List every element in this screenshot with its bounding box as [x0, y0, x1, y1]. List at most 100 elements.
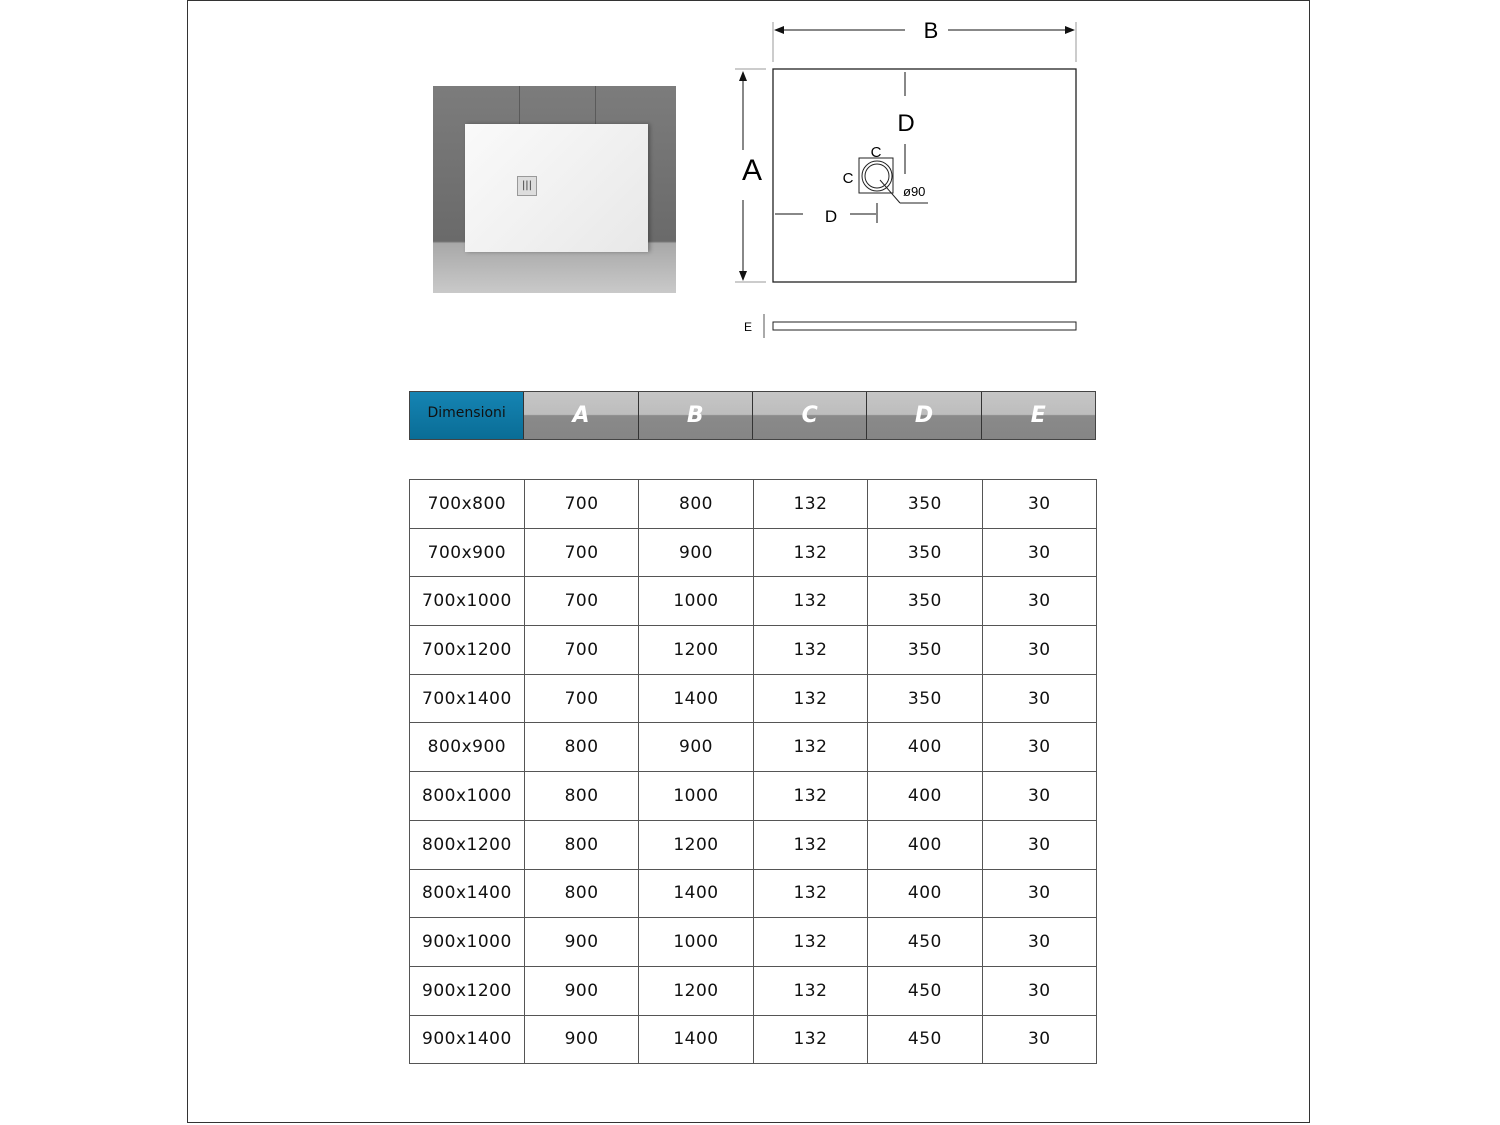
- table-cell: 900: [638, 722, 754, 773]
- header-b: B: [637, 392, 752, 439]
- table-cell: 800: [638, 479, 754, 529]
- table-row: 700x800 700 800 132 350 30: [409, 479, 1098, 529]
- table-cell: 132: [752, 673, 869, 724]
- table-row: 900x1400 900 1400 132 450 30: [409, 1014, 1098, 1065]
- table-cell: 1400: [638, 673, 754, 724]
- table-cell: 700x1400: [409, 673, 525, 724]
- table-cell: 450: [867, 965, 983, 1016]
- table-cell: 30: [981, 722, 1098, 773]
- table-cell: 700x800: [409, 479, 525, 529]
- table-cell: 1400: [638, 1014, 754, 1065]
- table-cell: 1200: [638, 625, 754, 675]
- table-row: 700x900 700 900 132 350 30: [409, 527, 1098, 578]
- label-b: B: [924, 18, 939, 43]
- table-cell: 132: [752, 576, 869, 627]
- label-c-top: C: [871, 144, 882, 161]
- table-cell: 30: [981, 917, 1098, 967]
- table-cell: 30: [981, 771, 1098, 821]
- table-cell: 400: [867, 722, 983, 773]
- label-e: E: [744, 320, 752, 334]
- header-d: D: [866, 392, 981, 439]
- label-c-side: C: [843, 170, 854, 187]
- table-cell: 1200: [638, 819, 754, 870]
- table-cell: 700: [523, 527, 640, 578]
- table-cell: 350: [867, 527, 983, 578]
- frame-border: [187, 0, 1310, 1123]
- table-cell: 1000: [638, 771, 754, 821]
- dimensions-table: 700x800 700 800 132 350 30 700x900 700 900 132 350…: [409, 479, 1098, 1065]
- table-cell: 132: [752, 479, 869, 529]
- table-cell: 900x1200: [409, 965, 525, 1016]
- table-cell: 800: [523, 771, 640, 821]
- table-cell: 800: [523, 819, 640, 870]
- table-cell: 30: [981, 625, 1098, 675]
- table-cell: 350: [867, 625, 983, 675]
- table-cell: 132: [752, 722, 869, 773]
- table-cell: 400: [867, 771, 983, 821]
- table-row: 700x1000 700 1000 132 350 30: [409, 576, 1098, 627]
- table-cell: 350: [867, 673, 983, 724]
- table-cell: 400: [867, 819, 983, 870]
- tray-side-profile: [772, 321, 1077, 331]
- table-cell: 132: [752, 965, 869, 1016]
- table-cell: 700x1000: [409, 576, 525, 627]
- table-cell: 700: [523, 673, 640, 724]
- table-cell: 30: [981, 819, 1098, 870]
- table-cell: 900: [523, 917, 640, 967]
- table-cell: 132: [752, 819, 869, 870]
- table-row: 900x1200 900 1200 132 450 30: [409, 965, 1098, 1016]
- table-cell: 450: [867, 917, 983, 967]
- table-cell: 132: [752, 771, 869, 821]
- table-cell: 900x1000: [409, 917, 525, 967]
- table-cell: 350: [867, 576, 983, 627]
- table-cell: 450: [867, 1014, 983, 1065]
- table-cell: 800x900: [409, 722, 525, 773]
- label-d-horizontal: D: [825, 207, 837, 226]
- table-row: 700x1400 700 1400 132 350 30: [409, 673, 1098, 724]
- header-c: C: [751, 392, 867, 439]
- table-cell: 350: [867, 479, 983, 529]
- label-a: A: [742, 154, 762, 187]
- table-cell: 700: [523, 576, 640, 627]
- tray-outline: [772, 68, 1077, 283]
- table-cell: 132: [752, 527, 869, 578]
- table-cell: 900x1400: [409, 1014, 525, 1065]
- table-cell: 800x1000: [409, 771, 525, 821]
- table-cell: 900: [523, 1014, 640, 1065]
- table-cell: 30: [981, 868, 1098, 919]
- table-cell: 30: [981, 673, 1098, 724]
- table-cell: 132: [752, 1014, 869, 1065]
- table-cell: 800x1200: [409, 819, 525, 870]
- table-cell: 900: [638, 527, 754, 578]
- header-e: E: [980, 392, 1095, 439]
- table-cell: 700x1200: [409, 625, 525, 675]
- shower-tray-image: |||: [465, 124, 648, 252]
- table-cell: 800: [523, 722, 640, 773]
- technical-drawing: B A D ø90 C C D E: [735, 18, 1077, 338]
- label-diameter: ø90: [903, 184, 925, 199]
- table-cell: 132: [752, 625, 869, 675]
- table-cell: 1200: [638, 965, 754, 1016]
- table-cell: 700x900: [409, 527, 525, 578]
- table-row: 800x900 800 900 132 400 30: [409, 722, 1098, 773]
- table-header: Dimensioni A B C D E: [409, 391, 1096, 440]
- table-cell: 30: [981, 965, 1098, 1016]
- table-row: 800x1400 800 1400 132 400 30: [409, 868, 1098, 919]
- header-a: A: [523, 392, 638, 439]
- table-cell: 30: [981, 479, 1098, 529]
- table-row: 900x1000 900 1000 132 450 30: [409, 917, 1098, 967]
- table-cell: 30: [981, 576, 1098, 627]
- table-row: 700x1200 700 1200 132 350 30: [409, 625, 1098, 675]
- table-cell: 132: [752, 868, 869, 919]
- table-cell: 1400: [638, 868, 754, 919]
- table-cell: 800: [523, 868, 640, 919]
- table-row: 800x1000 800 1000 132 400 30: [409, 771, 1098, 821]
- table-cell: 30: [981, 527, 1098, 578]
- product-photo: |||: [433, 86, 676, 293]
- table-cell: 400: [867, 868, 983, 919]
- table-cell: 700: [523, 479, 640, 529]
- table-cell: 1000: [638, 917, 754, 967]
- table-cell: 900: [523, 965, 640, 1016]
- table-row: 800x1200 800 1200 132 400 30: [409, 819, 1098, 870]
